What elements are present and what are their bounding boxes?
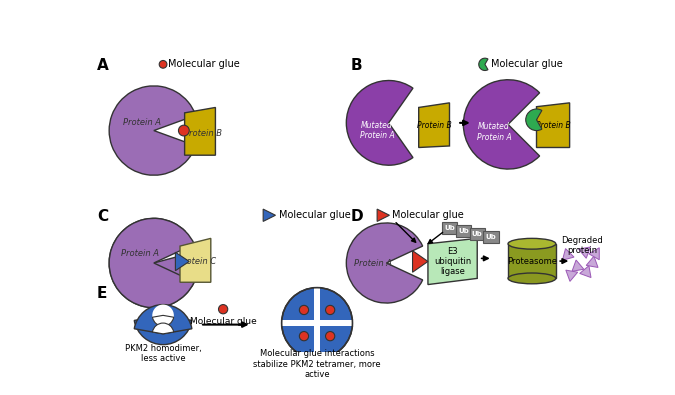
- Wedge shape: [153, 315, 173, 326]
- Text: Protein A: Protein A: [121, 249, 159, 258]
- Polygon shape: [377, 209, 389, 222]
- Text: Protein B: Protein B: [184, 129, 222, 138]
- Wedge shape: [134, 315, 192, 344]
- Polygon shape: [562, 248, 574, 260]
- Ellipse shape: [508, 273, 556, 284]
- Ellipse shape: [508, 238, 556, 249]
- Circle shape: [325, 331, 335, 341]
- Text: A: A: [97, 58, 109, 73]
- Text: Ub: Ub: [458, 228, 468, 234]
- Text: Ub: Ub: [472, 231, 483, 237]
- Bar: [315, 286, 320, 360]
- Polygon shape: [180, 238, 211, 282]
- Text: Molecular glue: Molecular glue: [190, 317, 256, 326]
- Wedge shape: [317, 323, 352, 358]
- Text: Protein B: Protein B: [416, 121, 452, 130]
- Polygon shape: [428, 238, 477, 284]
- Wedge shape: [134, 305, 192, 334]
- Wedge shape: [346, 223, 423, 303]
- Wedge shape: [463, 80, 539, 169]
- Wedge shape: [526, 109, 542, 131]
- Text: Proteasome: Proteasome: [507, 257, 557, 265]
- Text: Molecular glue: Molecular glue: [392, 210, 464, 220]
- Text: E: E: [97, 286, 107, 301]
- Text: Molecular glue: Molecular glue: [491, 59, 563, 70]
- Polygon shape: [263, 209, 275, 222]
- Wedge shape: [281, 288, 317, 323]
- Circle shape: [178, 125, 189, 136]
- Bar: [456, 225, 471, 237]
- Text: Molecular glue: Molecular glue: [279, 210, 350, 220]
- Polygon shape: [578, 247, 591, 258]
- Text: Protein C: Protein C: [178, 257, 216, 266]
- Text: Mutated
Protein A: Mutated Protein A: [477, 122, 512, 142]
- Wedge shape: [109, 218, 198, 308]
- Bar: [508, 244, 556, 278]
- Polygon shape: [589, 248, 599, 260]
- Wedge shape: [281, 323, 317, 358]
- Wedge shape: [346, 81, 413, 165]
- Text: E3
ubiquitin
ligase: E3 ubiquitin ligase: [434, 246, 471, 276]
- Circle shape: [159, 60, 167, 68]
- Text: Mutated
Protein A: Mutated Protein A: [360, 121, 394, 140]
- Text: B: B: [351, 58, 362, 73]
- Bar: [483, 231, 499, 243]
- Text: Ub: Ub: [486, 234, 496, 240]
- Text: Protein A: Protein A: [122, 118, 161, 127]
- Text: Protein B: Protein B: [536, 121, 571, 130]
- Polygon shape: [412, 251, 428, 272]
- Circle shape: [299, 331, 308, 341]
- Circle shape: [219, 305, 227, 314]
- Text: Molecular glue interactions
stabilize PKM2 tetramer, more
active: Molecular glue interactions stabilize PK…: [253, 349, 381, 379]
- Circle shape: [299, 305, 308, 314]
- Polygon shape: [185, 107, 215, 155]
- Polygon shape: [566, 270, 578, 281]
- Wedge shape: [109, 86, 196, 175]
- Polygon shape: [418, 103, 450, 147]
- Text: Degraded
protein: Degraded protein: [561, 236, 603, 256]
- Text: Protein A: Protein A: [354, 258, 391, 267]
- Bar: [442, 222, 457, 234]
- Polygon shape: [176, 252, 189, 271]
- Text: C: C: [97, 209, 108, 224]
- Bar: [470, 228, 485, 240]
- Wedge shape: [317, 288, 352, 323]
- Bar: [280, 320, 354, 326]
- Polygon shape: [580, 266, 591, 278]
- Wedge shape: [153, 323, 173, 334]
- Text: Ub: Ub: [444, 225, 455, 231]
- Wedge shape: [109, 218, 194, 308]
- Polygon shape: [572, 260, 584, 271]
- Wedge shape: [479, 58, 488, 70]
- Text: Molecular glue: Molecular glue: [169, 59, 240, 70]
- Polygon shape: [586, 256, 598, 267]
- Text: D: D: [351, 209, 364, 224]
- Circle shape: [153, 305, 174, 326]
- Text: PKM2 homodimer,
less active: PKM2 homodimer, less active: [125, 344, 201, 363]
- Polygon shape: [537, 103, 570, 147]
- Circle shape: [325, 305, 335, 314]
